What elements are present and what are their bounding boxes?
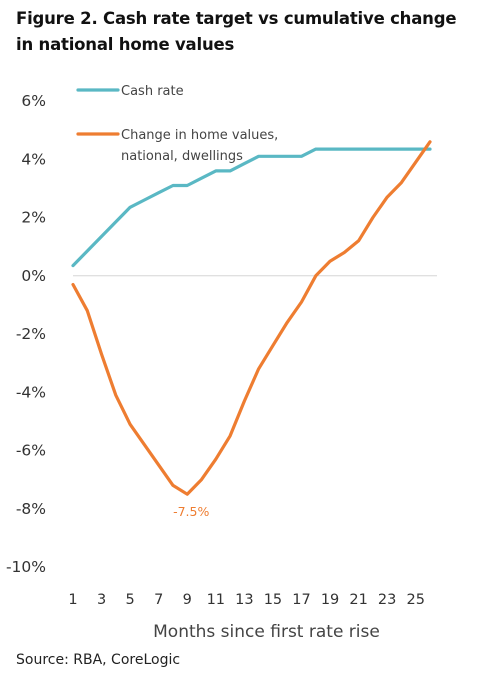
x-tick-label: 11 [207, 592, 225, 608]
min-value-label: -7.5% [173, 504, 209, 519]
x-tick-label: 23 [378, 592, 396, 608]
x-tick-label: 17 [292, 592, 310, 608]
x-tick-label: 19 [321, 592, 339, 608]
y-tick-label: -2% [16, 325, 46, 343]
x-tick-label: 1 [68, 592, 77, 608]
x-tick-label: 21 [349, 592, 367, 608]
annotations: -7.5% [173, 504, 209, 519]
chart-title: Figure 2. Cash rate target vs cumulative… [16, 9, 457, 54]
x-tick-label: 7 [154, 592, 163, 608]
source-note: Source: RBA, CoreLogic [16, 652, 181, 668]
x-axis: 1 3 5 7 9 11 13 15 17 19 21 23 25 [68, 592, 425, 608]
y-tick-label: -6% [16, 442, 46, 460]
x-tick-label: 13 [235, 592, 253, 608]
x-tick-label: 15 [264, 592, 282, 608]
legend-label: Change in home values, [121, 128, 278, 143]
y-tick-label: 4% [21, 150, 46, 168]
legend: Cash rate Change in home values, national,… [76, 84, 278, 164]
y-axis: 6% 4% 2% 0% -2% -4% -6% -8% -10% [6, 92, 46, 576]
legend-label: national, dwellings [121, 149, 243, 164]
x-tick-label: 9 [183, 592, 192, 608]
legend-label: Cash rate [121, 84, 184, 99]
cash-rate-line [71, 147, 432, 268]
x-tick-label: 5 [126, 592, 135, 608]
y-tick-label: -4% [16, 383, 46, 401]
x-tick-label: 25 [406, 592, 424, 608]
x-tick-label: 3 [97, 592, 106, 608]
y-tick-label: -8% [16, 500, 46, 518]
series-lines [71, 140, 432, 496]
home-values-line [71, 140, 432, 496]
x-axis-title: Months since first rate rise [153, 622, 380, 642]
y-tick-label: -10% [6, 558, 46, 576]
y-tick-label: 2% [21, 209, 46, 227]
y-tick-label: 6% [21, 92, 46, 110]
y-tick-label: 0% [21, 267, 46, 285]
